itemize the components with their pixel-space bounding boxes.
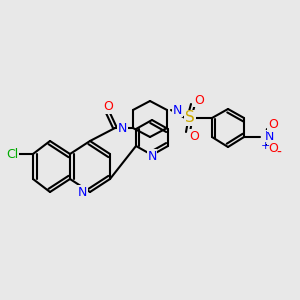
Text: S: S <box>185 110 195 125</box>
Text: Cl: Cl <box>6 148 18 160</box>
Text: O: O <box>268 142 278 155</box>
Text: O: O <box>194 94 204 106</box>
Text: N: N <box>78 185 87 199</box>
Text: O: O <box>268 118 278 131</box>
Text: N: N <box>118 122 127 134</box>
Text: +: + <box>260 141 270 151</box>
Text: -: - <box>277 146 281 160</box>
Text: O: O <box>103 100 113 113</box>
Text: N: N <box>265 130 274 143</box>
Text: N: N <box>147 149 157 163</box>
Text: N: N <box>173 103 182 116</box>
Text: O: O <box>189 130 199 142</box>
